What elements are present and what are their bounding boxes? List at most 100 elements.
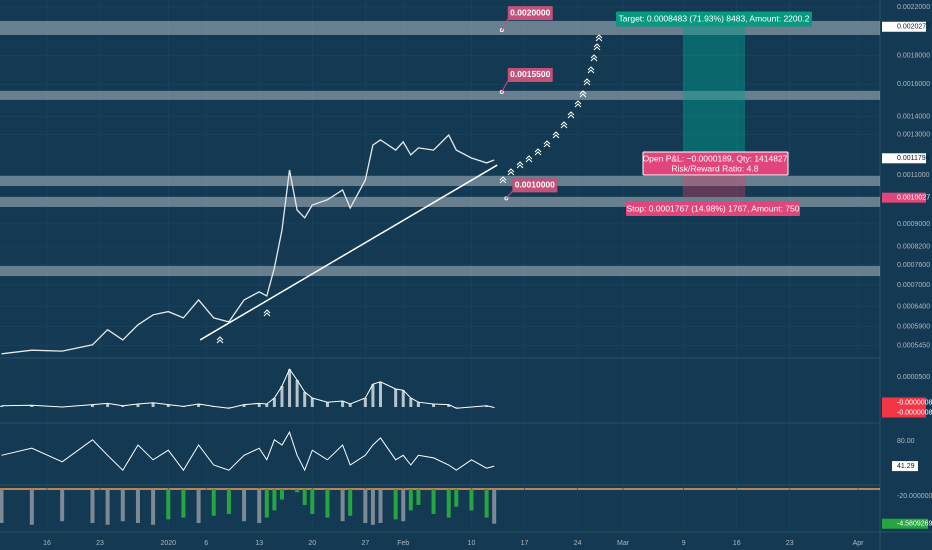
chevron [593,43,601,51]
price-tag [882,192,926,203]
y-tick-label: 0.0014000 [897,114,930,121]
x-tick-label: 23 [96,540,104,547]
chevron [574,100,582,108]
macd-bar [485,405,489,408]
macd-bar [303,392,307,408]
hist-bar [120,489,125,522]
x-tick-label: 10 [468,540,476,547]
rsi-tag [892,461,918,472]
price-tag [882,153,926,164]
trend-line [199,164,498,341]
x-tick-label: 16 [43,540,51,547]
hist-bar [416,489,421,505]
macd-bar [325,402,329,408]
macd-bar [121,405,125,408]
chevron [525,155,533,163]
chevron [263,309,271,317]
annotation-point [499,89,504,94]
hist-bar [181,489,186,518]
x-tick-label: Feb [397,540,409,547]
y-tick-label: 0.0007600 [897,262,930,269]
macd-bar [265,404,269,408]
hist-bar [151,489,156,525]
macd-bar [341,401,345,408]
hist-bar [60,489,65,522]
annotation-connector [505,191,513,199]
hist-bar [166,489,171,520]
chevron [579,90,587,98]
chevron [507,168,515,176]
macd-tick-label: 0.0000500 [897,374,930,381]
macd-bar [90,404,94,408]
hist-bar [401,489,406,522]
rsi-tag-label: 41.29 [897,463,915,470]
macd-bar [227,407,231,409]
zone [0,265,880,277]
hist-bar [348,489,353,516]
annotation-label: 0.0015500 [510,69,550,79]
hist-bar [363,489,368,523]
hist-bar [431,489,436,514]
hist-bar [302,489,307,505]
hist-bar [279,489,284,500]
macd-bar [257,403,261,408]
macd-bar [348,404,352,408]
hist-bar [29,489,34,525]
hist-bar [242,489,247,522]
chevron [216,336,224,344]
price-line [1,133,495,355]
macd-bar [0,405,4,408]
y-tick-label: 0.0005900 [897,323,930,330]
chevron [595,34,603,42]
x-tick-label: 2020 [160,540,176,547]
pnl-box [642,151,789,176]
rr-label: Risk/Reward Ratio: 4.8 [672,163,759,173]
hist-bar [295,489,300,493]
hist-bar [340,489,345,522]
price-tag-label: 0.0011794 [897,155,930,162]
y-tick-label: 0.0005450 [897,343,930,350]
chevron [560,121,568,129]
macd-bar [401,390,405,408]
macd-bar [432,404,436,408]
x-tick-label: Mar [617,540,630,547]
macd-bar [197,404,201,408]
macd-bar [106,403,110,408]
x-tick-label: 13 [255,540,263,547]
macd-tag-label: -0.0000008 [897,409,932,416]
pnl-label: Open P&L: −0.0000189, Qty: 1414827 [643,153,788,163]
chevron [543,140,551,148]
rsi-tick-label: 80.00 [897,438,915,445]
target-area [682,26,746,159]
rsi-line [1,430,495,472]
chevron [587,66,595,74]
macd-bar [295,380,299,408]
macd-tag-label: -0.0000008 [897,399,932,406]
price-tag-label: 0.0010027 [897,195,930,202]
y-tick-label: 0.0022000 [897,4,930,11]
hist-bar [264,489,269,518]
macd-line [1,368,495,409]
y-tick-label: 0.0016000 [897,81,930,88]
macd-bar [310,398,314,408]
hist-bar [105,489,110,525]
chevron [567,111,575,119]
hist-bar [135,489,140,523]
annotation-label: 0.0020000 [510,7,550,17]
hist-bar [287,489,292,490]
macd-bar [151,402,155,408]
annotation-box [512,178,558,193]
price-tag [882,21,926,32]
y-tick-label: 0.0008200 [897,243,930,250]
hist-tag-label: -4.5809269 [897,521,932,528]
macd-bar [288,369,292,408]
x-tick-label: 16 [733,540,741,547]
macd-bar [394,389,398,408]
macd-bar [378,381,382,408]
hist-bar [196,489,201,523]
hist-bar [257,489,262,523]
macd-bar [136,404,140,408]
hist-bar [454,489,459,507]
